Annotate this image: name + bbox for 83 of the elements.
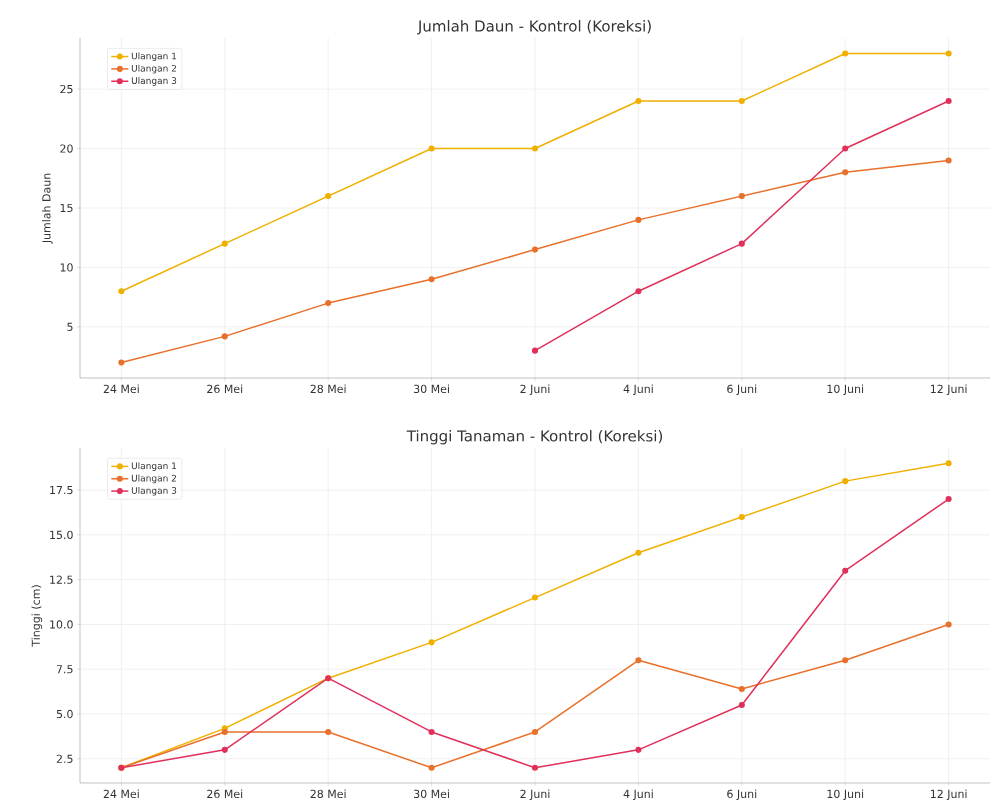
point — [738, 240, 745, 247]
point — [325, 728, 332, 735]
point — [531, 594, 539, 601]
y-tick-label: 5.0 — [56, 709, 73, 719]
y-tick-label: 5 — [67, 322, 73, 331]
y-tick-label: 15.0 — [50, 530, 73, 540]
point — [635, 216, 642, 223]
point — [428, 764, 435, 771]
x-tick-label: 4 Juni — [623, 789, 653, 801]
x-tick-label: 26 Mei — [207, 789, 243, 799]
chart-title: Jumlah Daun - Kontrol (Koreksi) — [417, 20, 651, 35]
point — [118, 288, 125, 295]
point — [635, 549, 642, 556]
point — [531, 246, 539, 253]
y-tick-label: 12.5 — [50, 575, 73, 584]
point — [531, 764, 539, 771]
x-tick-label: 2 Juni — [520, 384, 550, 396]
x-tick-label: 10 Juni — [827, 384, 864, 396]
y-tick-label: 20 — [60, 144, 73, 153]
x-tick-label: 4 Juni — [623, 384, 653, 396]
point — [842, 567, 849, 574]
point — [428, 639, 435, 646]
x-tick-label: 10 Juni — [827, 789, 864, 801]
point — [428, 145, 435, 152]
x-tick-label: 12 Juni — [930, 384, 967, 396]
point — [945, 495, 952, 503]
legend-label: Ulangan 2 — [131, 64, 177, 74]
y-axis-title: Tinggi (cm) — [31, 585, 43, 647]
point — [738, 685, 745, 692]
point — [635, 746, 642, 753]
x-tick-label: 24 Mei — [103, 384, 139, 394]
point — [221, 333, 228, 340]
y-tick-label: 7.5 — [56, 665, 73, 674]
point — [738, 513, 745, 521]
y-tick-label: 10 — [60, 263, 73, 272]
point — [635, 97, 642, 105]
x-tick-label: 28 Mei — [310, 384, 346, 394]
point — [945, 97, 952, 105]
x-tick-label: 6 Juni — [727, 789, 757, 801]
x-tick-label: 28 Mei — [310, 789, 346, 799]
point — [945, 50, 952, 57]
y-tick-label: 10.0 — [50, 620, 73, 629]
y-tick-label: 17.5 — [50, 486, 73, 495]
point — [945, 621, 952, 628]
y-axis-title: Jumlah Daun — [42, 173, 53, 244]
x-tick-label: 24 Mei — [103, 789, 139, 799]
point — [635, 288, 642, 295]
point — [842, 478, 849, 485]
point — [842, 657, 849, 664]
point — [738, 702, 745, 709]
legend-label: Ulangan 3 — [131, 77, 177, 86]
x-tick-label: 6 Juni — [727, 384, 757, 396]
point — [428, 728, 435, 735]
point — [531, 145, 539, 152]
chart-title: Tinggi Tanaman - Kontrol (Koreksi) — [406, 429, 663, 445]
point — [325, 193, 332, 200]
y-tick-label: 15 — [60, 203, 73, 213]
point — [635, 657, 642, 664]
point — [221, 746, 228, 753]
x-tick-label: 26 Mei — [207, 384, 243, 394]
point — [531, 347, 539, 354]
point — [842, 50, 849, 57]
x-tick-label: 30 Mei — [414, 789, 449, 799]
point — [221, 240, 228, 247]
y-tick-label: 25 — [60, 84, 73, 94]
point — [531, 728, 539, 735]
x-tick-label: 2 Juni — [520, 789, 550, 801]
point — [738, 193, 745, 200]
legend-label: Ulangan 1 — [131, 52, 177, 62]
point — [945, 460, 952, 467]
point — [842, 169, 849, 176]
legend-label: Ulangan 1 — [131, 462, 177, 471]
y-tick-label: 2.5 — [56, 754, 73, 763]
point — [738, 97, 745, 105]
point — [842, 145, 849, 152]
legend-label: Ulangan 3 — [131, 486, 177, 496]
point — [118, 359, 125, 366]
x-tick-label: 12 Juni — [930, 789, 967, 801]
point — [428, 276, 435, 283]
x-tick-label: 30 Mei — [414, 384, 449, 394]
point — [325, 300, 332, 307]
legend-label: Ulangan 2 — [131, 474, 177, 484]
point — [945, 157, 952, 164]
